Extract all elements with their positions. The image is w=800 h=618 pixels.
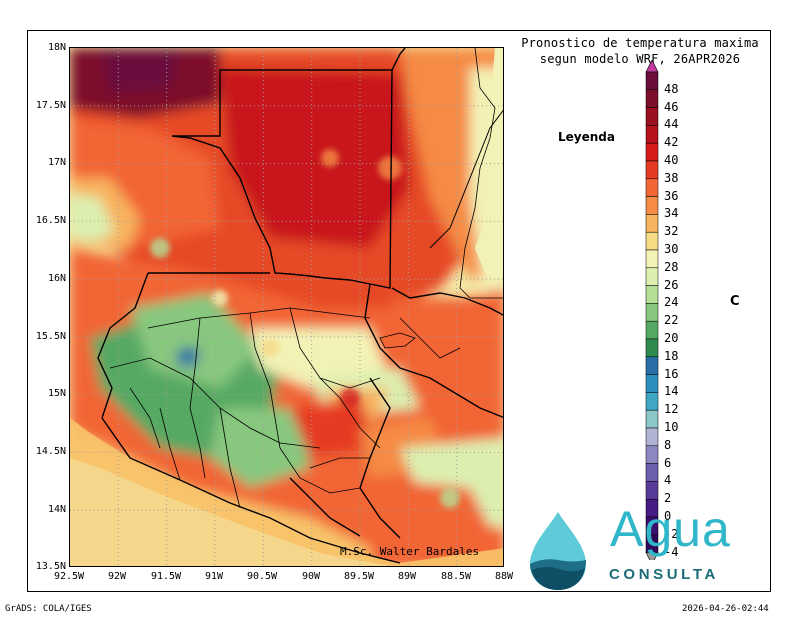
lon-label-90w: 90W: [301, 571, 321, 582]
colorbar-tick-label: 44: [664, 117, 679, 132]
temperature-detail: [150, 149, 460, 508]
colorbar-swatch: [645, 267, 659, 286]
colorbar-tick-label: 4: [664, 473, 672, 488]
colorbar-tick-label: 34: [664, 206, 679, 221]
colorbar-swatch: [645, 89, 659, 108]
lat-label-17-5n: 17.5N: [35, 100, 66, 111]
colorbar-tick-label: 20: [664, 331, 679, 345]
colorbar-swatch: [645, 142, 659, 162]
colorbar-tick-label: 40: [664, 153, 679, 167]
colorbar-tick-label: 2: [664, 491, 672, 506]
colorbar-swatch: [645, 303, 659, 322]
lat-label-15-5n: 15.5N: [35, 331, 66, 342]
lon-label-92-5w: 92.5W: [53, 571, 85, 582]
water-drop-icon: [530, 512, 586, 590]
unit-label: C: [730, 294, 740, 309]
colorbar-tick-label: -4: [664, 544, 679, 559]
department-borders: [109, 307, 461, 509]
lon-label-88-5w: 88.5W: [440, 571, 472, 582]
footer-software: GrADS: COLA/IGES: [5, 604, 92, 614]
colorbar-swatch: [645, 231, 659, 251]
lon-label-88w: 88W: [494, 571, 514, 582]
colorbar-tick-label: -2: [664, 526, 679, 541]
lat-label-17n: 17N: [47, 157, 66, 168]
colorbar-swatch: [645, 107, 659, 126]
colorbar-tick-label: 28: [664, 259, 679, 274]
lon-label-91-5w: 91.5W: [150, 571, 182, 582]
colorbar-swatch: [645, 320, 659, 340]
colorbar-swatch: [645, 481, 659, 500]
author-credit: M.Sc. Walter Bardales: [340, 545, 480, 558]
colorbar-tick-label: 8: [664, 437, 672, 452]
title-line-2: segun modelo WRF, 26APR2026: [539, 52, 741, 66]
colorbar-swatch: [645, 214, 659, 233]
logo-word: Agua: [610, 501, 731, 557]
title-line-1: Pronostico de temperatura maxima: [521, 36, 759, 50]
colorbar-tick-label: 30: [664, 242, 679, 256]
colorbar-tick-label: 16: [664, 366, 679, 381]
lon-label-90-5w: 90.5W: [246, 571, 278, 582]
colorbar-tick-label: 22: [664, 313, 679, 328]
colorbar-swatch: [645, 249, 659, 269]
colorbar-swatch: [645, 445, 659, 464]
colorbar-tick-label: 10: [664, 420, 679, 434]
lat-label-16n: 16N: [47, 273, 66, 284]
lat-label-14n: 14N: [47, 504, 66, 515]
colorbar-swatch: [645, 392, 659, 411]
colorbar-swatch: [645, 160, 659, 180]
temperature-map: [69, 47, 504, 567]
colorbar-tick-label: 12: [664, 402, 679, 417]
lat-label-18n: 18N: [47, 42, 66, 53]
colorbar-tick-label: 24: [664, 295, 679, 310]
map-grid: [70, 48, 503, 566]
legend-heading: Leyenda: [558, 130, 615, 144]
colorbar-swatch: [645, 196, 659, 215]
lat-label-13-5n: 13.5N: [35, 561, 66, 572]
colorbar-tick-label: 38: [664, 170, 679, 185]
colorbar-tick-label: 18: [664, 348, 679, 363]
colorbar-tick-label: 46: [664, 99, 679, 114]
colorbar-tick-label: 26: [664, 277, 679, 292]
colorbar-swatch: [645, 463, 659, 482]
colorbar-swatch: [645, 285, 659, 304]
colorbar-tick-label: 32: [664, 224, 679, 239]
lat-label-15n: 15N: [47, 388, 66, 399]
logo-subword: CONSULTA: [609, 566, 719, 583]
lon-label-89w: 89W: [397, 571, 417, 582]
colorbar-swatch: [645, 427, 659, 447]
colorbar-tick-label: 0: [664, 509, 672, 523]
colorbar-swatch: [645, 374, 659, 393]
plot-frame: [27, 30, 771, 592]
colorbar-tick-label: 36: [664, 188, 679, 203]
colorbar-tick-label: 48: [664, 81, 679, 96]
lon-label-92w: 92W: [107, 571, 127, 582]
lon-label-91w: 91W: [204, 571, 224, 582]
colorbar-tick-label: 42: [664, 135, 679, 150]
colorbar-tick-label: 6: [664, 455, 672, 470]
colorbar-swatch: [645, 409, 659, 429]
colorbar-swatch: [645, 178, 659, 197]
colorbar-swatch: [645, 338, 659, 358]
colorbar-swatch: [645, 356, 659, 375]
colorbar-swatch: [645, 125, 659, 144]
colorbar-top-arrow: [645, 60, 659, 73]
map-canvas: [70, 48, 503, 566]
colorbar: [645, 60, 659, 560]
country-borders: [97, 48, 503, 564]
colorbar-bottom-arrow: [645, 552, 659, 560]
lon-label-89-5w: 89.5W: [343, 571, 375, 582]
footer-timestamp: 2026-04-26-02:44: [682, 604, 769, 614]
lat-label-14-5n: 14.5N: [35, 446, 66, 457]
lat-label-16-5n: 16.5N: [35, 215, 66, 226]
colorbar-tick-label: 14: [664, 384, 679, 399]
colorbar-swatch: [645, 71, 659, 91]
